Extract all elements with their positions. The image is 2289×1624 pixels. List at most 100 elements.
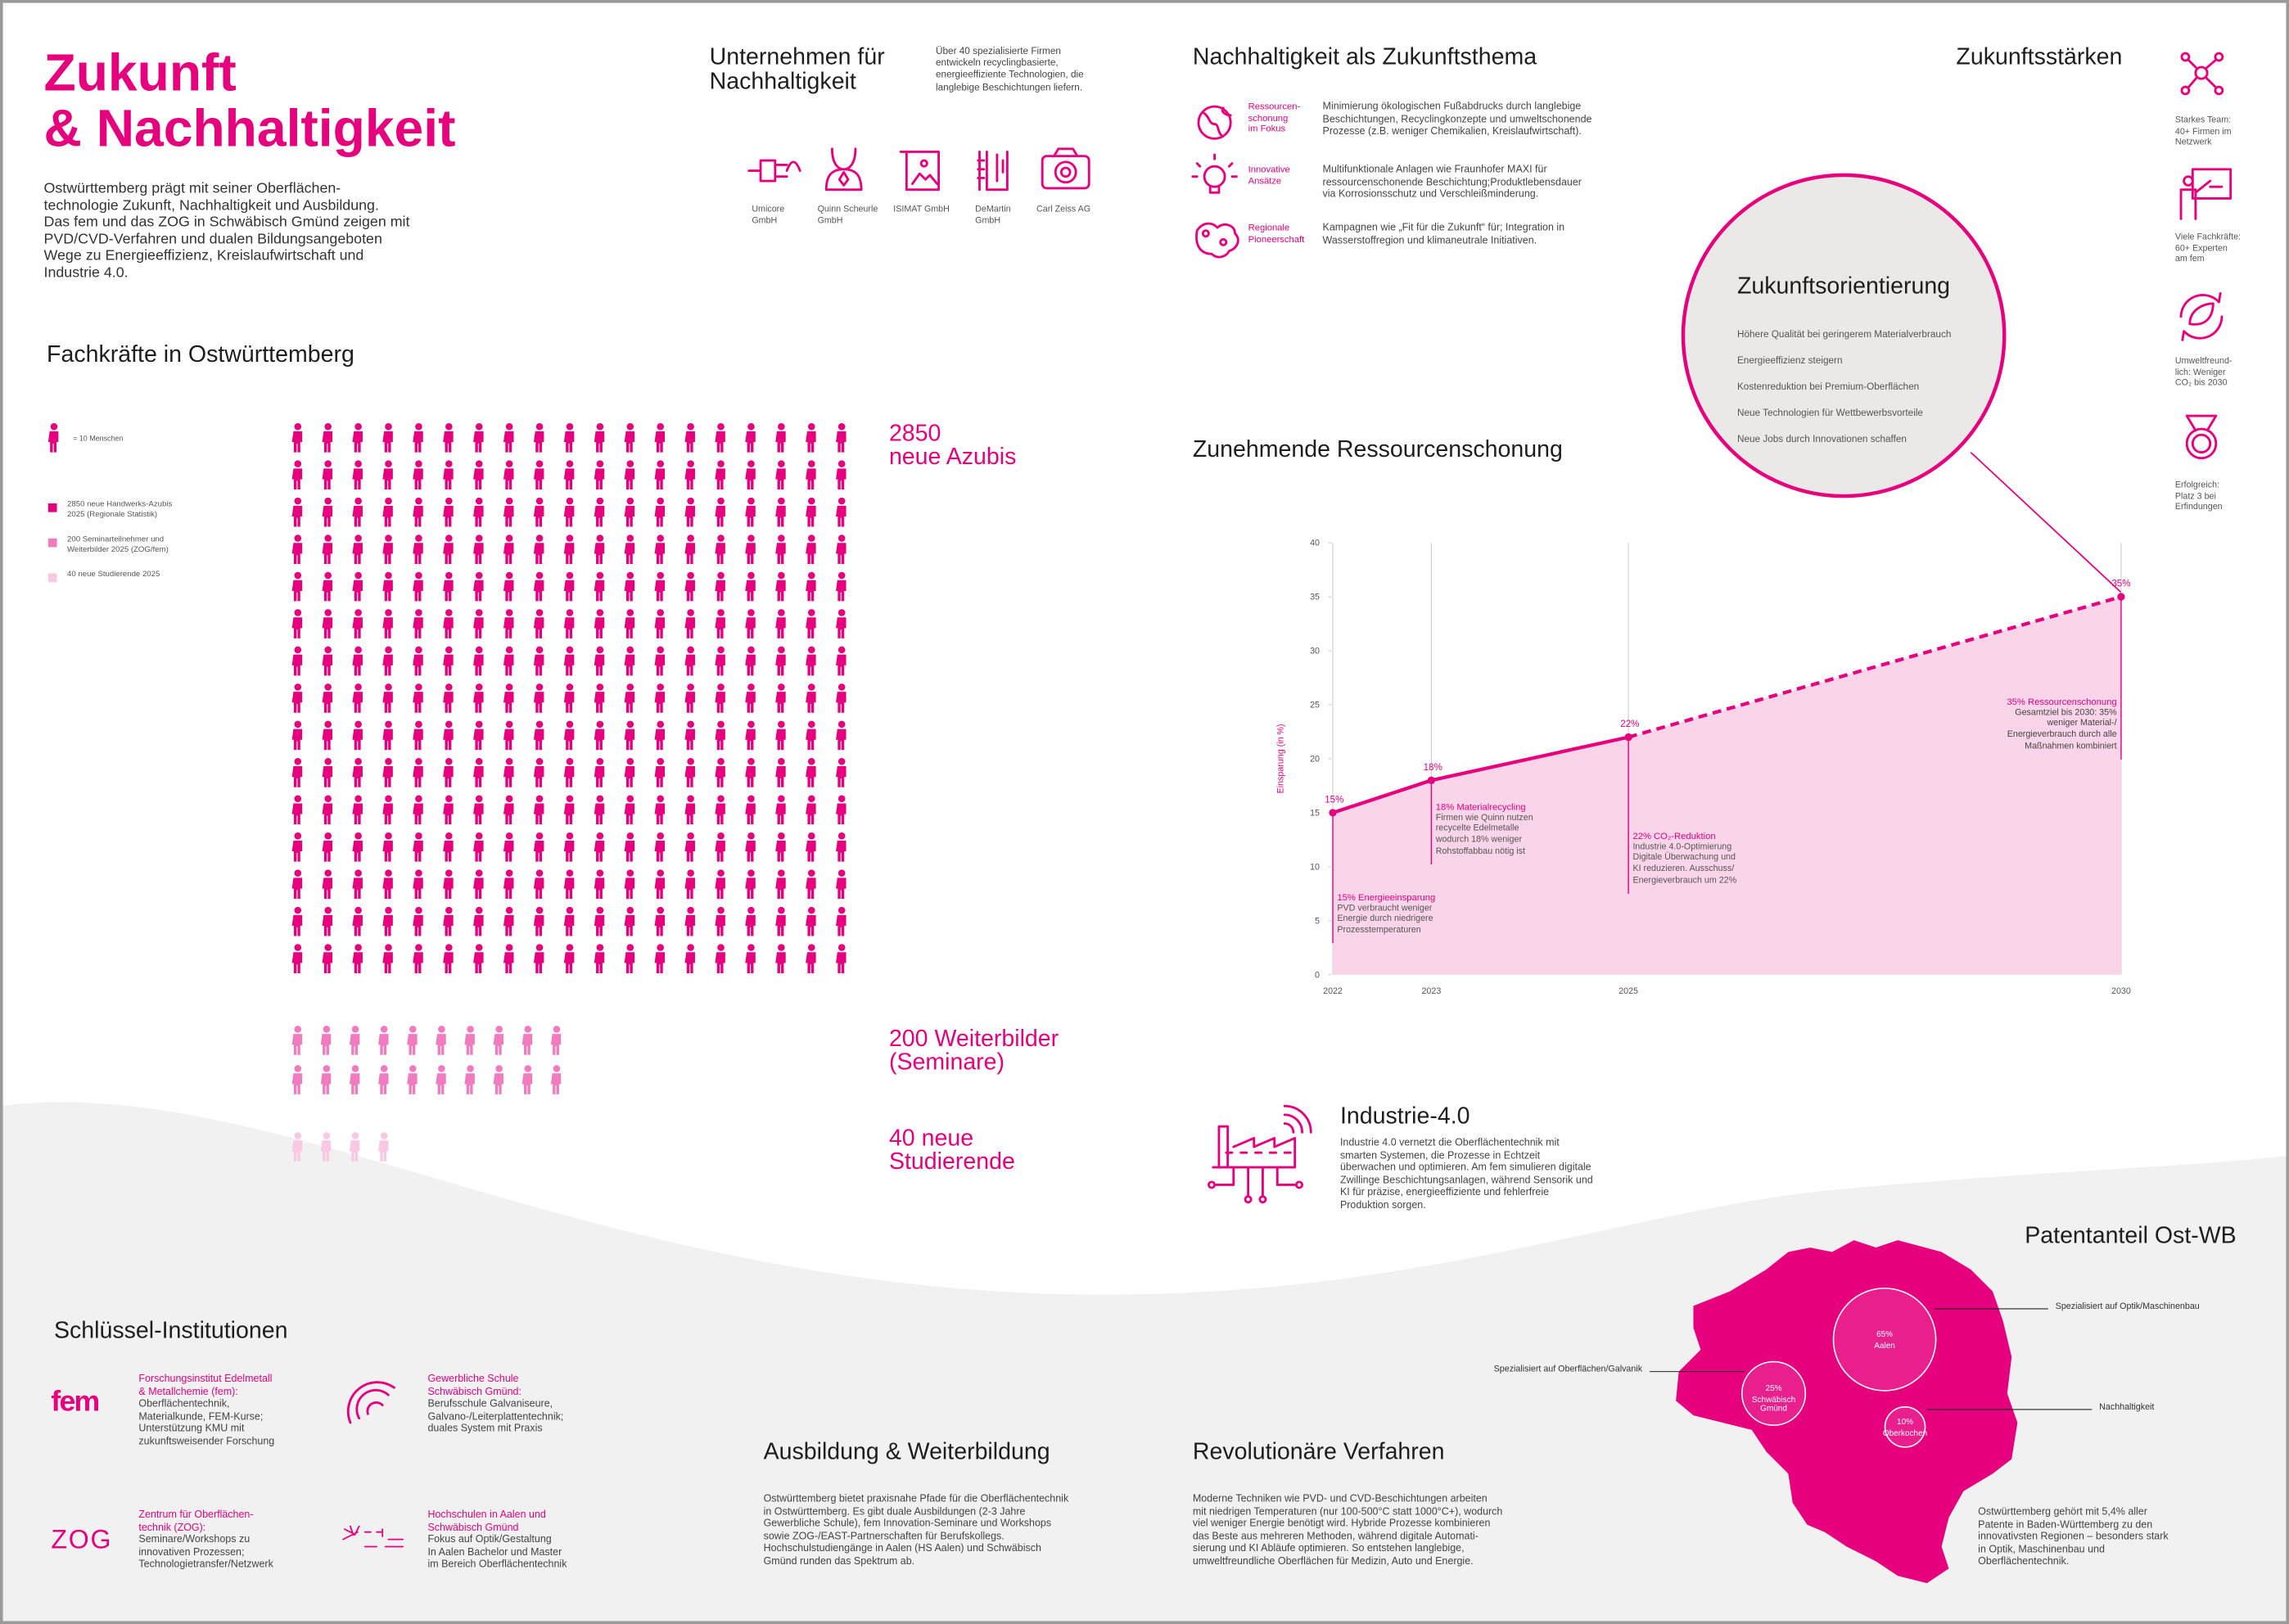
text-line: Das fem und das ZOG in Schwäbisch Gmünd … [43, 214, 410, 231]
point [1427, 776, 1436, 784]
text-line: Maßnahmen kombiniert [2025, 742, 2117, 751]
person-icon [806, 944, 816, 973]
person-icon [563, 460, 575, 490]
company-name: Quinn Scheurle GmbH [818, 205, 878, 228]
tools-icon [977, 150, 1009, 192]
text-line: langlebige Beschichtungen liefern. [936, 82, 1083, 93]
person-icon [413, 422, 423, 453]
strength-text: Starkes Team: 40+ Firmen im Netzwerk [2175, 117, 2232, 151]
university-icon [342, 1525, 404, 1548]
text-line: in Optik, Maschinenbau und [1978, 1545, 2105, 1555]
person-icon [352, 460, 363, 490]
section-title: Zukunftsstärken [1956, 45, 2123, 70]
person-icon [775, 609, 786, 638]
person-icon [503, 683, 514, 713]
person-icon [624, 422, 635, 453]
institution-name: Zentrum für Oberflächen-technik (ZOG): [138, 1510, 253, 1536]
institution-text: Berufsschule Galvaniseure, Galvano-/Leite… [427, 1400, 563, 1437]
text-line: Galvano-/Leiterplattentechnik; [427, 1412, 564, 1423]
institution-name: Hochschulen in Aalen und Schwäbisch Gmünd [427, 1510, 545, 1536]
person-icon [413, 460, 423, 490]
person-icon [322, 795, 333, 825]
person-icon [775, 906, 786, 936]
text-line: Umicore [752, 205, 785, 215]
unit-icon [47, 422, 59, 453]
person-icon [806, 869, 816, 900]
legend-swatch [47, 503, 57, 512]
person-icon [684, 832, 695, 862]
globe-icon [1197, 105, 1232, 140]
icons [342, 52, 2233, 1548]
person-icon [352, 795, 363, 825]
person-icon [624, 646, 635, 676]
person-icon [684, 460, 695, 490]
person-icon [533, 646, 544, 676]
text-line: Energie durch niedrigere [1337, 915, 1433, 925]
person-icon [563, 832, 575, 862]
text-line: Energieverbrauch durch alle [2007, 731, 2117, 740]
person-icon [382, 720, 393, 751]
person-icon [473, 571, 484, 602]
person-icon [563, 646, 575, 676]
person-icon [715, 906, 725, 936]
person-icon [836, 646, 847, 676]
y-tick-label: 35 [1310, 593, 1320, 602]
factory-icon [1208, 1104, 1312, 1204]
text-line: Firmen wie Quinn nutzen [1435, 814, 1533, 823]
person-icon [291, 1132, 303, 1162]
institution-name: Gewerbliche Schule Schwäbisch Gmünd: [427, 1374, 521, 1400]
annotation-text: Industrie 4.0-Optimierung Digitale Überwa… [1632, 843, 1736, 887]
person-icon [745, 832, 756, 862]
school-icon [346, 1381, 395, 1424]
annotation-title: 22% CO₂-Reduktion [1632, 832, 1716, 842]
person-icon [473, 869, 484, 900]
person-icon [836, 609, 847, 638]
text-line: wodurch 18% weniger [1435, 836, 1523, 846]
text-line: Umweltfreund- [2174, 357, 2233, 367]
person-icon [473, 609, 484, 638]
value-label: 15% [1325, 795, 1343, 805]
person-icon [521, 1065, 533, 1094]
person-icon [503, 460, 514, 490]
text-line: überwachen und optimieren. Am fem simuli… [1339, 1163, 1591, 1174]
text-line: mit niedrigen Temperaturen (nur 100-500°… [1192, 1506, 1503, 1518]
text-line: Carl Zeiss AG [1036, 205, 1091, 215]
text-line: im Fokus [1248, 124, 1286, 135]
person-icon [806, 460, 816, 490]
text-line: Digitale Überwachung und [1632, 854, 1736, 864]
person-icon [836, 944, 847, 973]
camera-icon [1041, 147, 1090, 190]
person-icon [775, 720, 786, 751]
person-icon [550, 1026, 562, 1055]
person-icon [594, 646, 605, 676]
text-line: Schwäbisch Gmünd: [427, 1387, 521, 1397]
section-title: Revolutionäre Verfahren [1192, 1440, 1445, 1465]
person-icon [382, 646, 393, 676]
person-icon [563, 869, 575, 900]
person-icon [291, 609, 303, 638]
person-icon [473, 422, 484, 453]
text-line: Berufsschule Galvaniseure, [427, 1399, 553, 1410]
text-line: Gewerbliche Schule), fem Innovation-Semi… [763, 1518, 1052, 1530]
person-icon [382, 683, 393, 713]
person-icon [715, 571, 725, 602]
legend-swatch [47, 538, 57, 548]
person-icon [563, 422, 575, 453]
image-icon [899, 150, 940, 192]
text-line: PVD/CVD-Verfahren und dualen Bildungsang… [43, 232, 382, 248]
topic-label: Innovative Ansätze [1248, 165, 1290, 187]
value-label: 35% [2111, 580, 2130, 589]
text-line: Prozesse (z.B. weniger Chemikalien, Krei… [1322, 127, 1582, 138]
person-icon [473, 720, 484, 751]
value-label: 25% [1766, 1384, 1782, 1393]
person-icon [715, 646, 725, 676]
institution-text: Oberflächentechnik, Materialkunde, FEM-Ku… [138, 1400, 274, 1450]
person-icon [443, 571, 454, 602]
text-line: viel weniger Energie benötigt wird. Hybr… [1192, 1518, 1491, 1530]
share-bubble [1884, 1406, 1926, 1448]
person-icon [352, 683, 363, 713]
person-icon [563, 609, 575, 638]
person-icon [291, 906, 303, 936]
person-icon [320, 1132, 332, 1162]
person-icon [352, 535, 363, 564]
